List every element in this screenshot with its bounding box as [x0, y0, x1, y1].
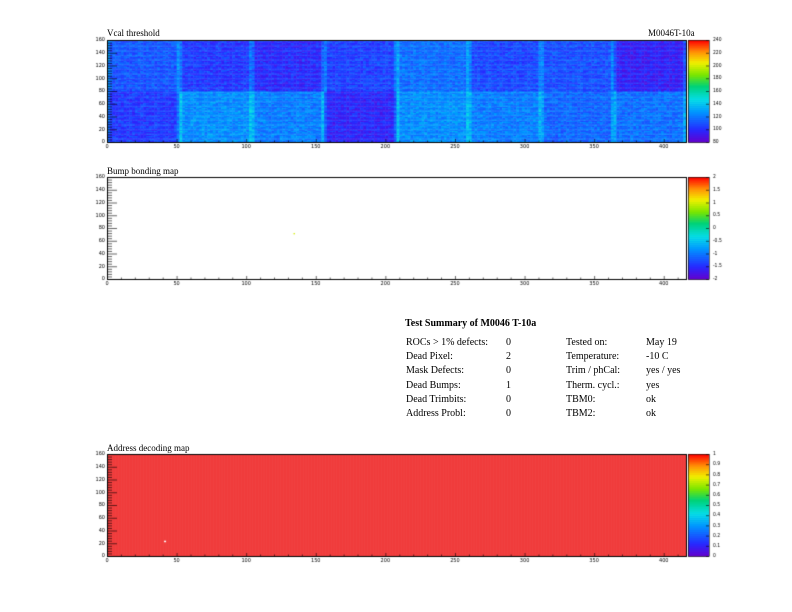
- module-label: M0046T-10a: [648, 28, 695, 38]
- vcal-threshold-title: Vcal threshold: [107, 28, 160, 38]
- address-decoding-title: Address decoding map: [107, 443, 190, 453]
- bump-bonding-title: Bump bonding map: [107, 166, 179, 176]
